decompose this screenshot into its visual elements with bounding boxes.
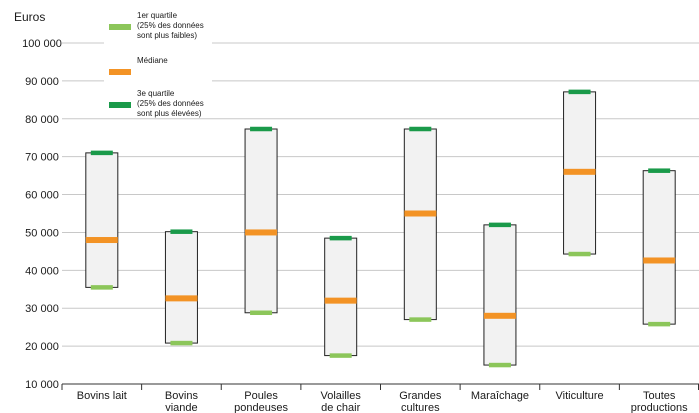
q1-marker — [648, 321, 671, 327]
y-tick-label: 50 000 — [25, 227, 59, 239]
q3-marker — [568, 89, 591, 95]
y-tick-label: 70 000 — [25, 152, 59, 164]
boxes — [85, 89, 676, 368]
median-bar — [165, 295, 198, 302]
box-iqr — [85, 152, 119, 288]
legend-label: Médiane — [137, 56, 168, 65]
q1-marker — [329, 353, 352, 358]
median-bar — [563, 168, 596, 175]
legend-label: 1er quartile — [137, 11, 178, 20]
y-tick-label: 10 000 — [25, 379, 59, 391]
x-category-label: Volailles — [321, 390, 362, 402]
q1-marker — [488, 362, 511, 368]
legend-label: sont plus faibles) — [137, 31, 197, 40]
legend-swatch — [109, 69, 131, 75]
x-category-label: Viticulture — [556, 390, 604, 402]
median-bar — [404, 210, 437, 217]
legend-swatch — [109, 102, 131, 108]
y-tick-label: 90 000 — [25, 76, 59, 88]
q3-marker — [488, 222, 511, 228]
q1-marker — [90, 285, 113, 290]
x-category-label: cultures — [401, 402, 440, 413]
q1-marker — [568, 251, 591, 257]
legend-label: (25% des données — [137, 21, 204, 30]
y-tick-label: 100 000 — [22, 38, 62, 50]
x-category-label: Bovins lait — [77, 390, 127, 402]
box-iqr — [164, 231, 198, 344]
y-unit-label: Euros — [14, 10, 45, 24]
q3-marker — [409, 126, 432, 132]
x-category-label: Bovins — [165, 390, 199, 402]
q3-marker — [648, 168, 671, 173]
y-tick-label: 60 000 — [25, 190, 59, 202]
box-iqr — [403, 128, 437, 321]
x-category-label: de chair — [321, 402, 360, 413]
x-category-label: Poules — [244, 390, 278, 402]
box-iqr — [642, 170, 676, 325]
y-tick-label: 20 000 — [25, 341, 59, 353]
median-bar — [85, 237, 118, 244]
y-axis-ticks: 10 000 20 000 30 000 40 000 50 000 60 000 70 0… — [22, 38, 62, 391]
x-category-label: productions — [631, 402, 688, 413]
y-tick-label: 80 000 — [25, 114, 59, 126]
x-category-label: Toutes — [643, 390, 676, 402]
q3-marker — [329, 235, 352, 241]
box-iqr — [483, 224, 517, 366]
q3-marker — [90, 150, 113, 156]
legend-label: (25% des données — [137, 99, 204, 108]
legend-swatch — [109, 24, 131, 30]
x-category-label: Grandes — [399, 390, 442, 402]
x-category-label: Maraîchage — [471, 390, 529, 402]
y-tick-label: 40 000 — [25, 265, 59, 277]
q3-marker — [250, 126, 273, 132]
median-bar — [483, 312, 516, 319]
legend-label: sont plus élevées) — [137, 109, 202, 118]
median-bar — [324, 297, 357, 304]
y-tick-label: 30 000 — [25, 303, 59, 315]
q1-marker — [250, 310, 273, 316]
q1-marker — [170, 340, 193, 346]
x-category-label: viande — [165, 402, 197, 413]
q3-marker — [170, 229, 193, 234]
q1-marker — [409, 317, 432, 322]
x-category-label: pondeuses — [234, 402, 288, 413]
box-iqr — [244, 128, 278, 314]
legend-label: 3e quartile — [137, 89, 175, 98]
box-iqr — [324, 237, 358, 357]
median-bar — [245, 229, 278, 236]
median-bar — [643, 257, 676, 264]
